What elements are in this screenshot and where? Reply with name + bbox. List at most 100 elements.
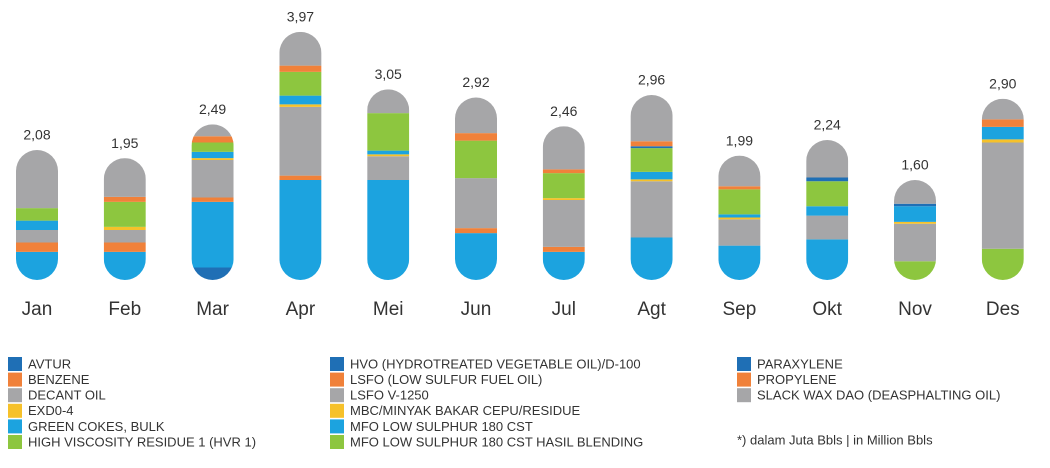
bar-segment — [718, 214, 761, 218]
bar-segment — [718, 219, 761, 246]
bar-segment — [630, 141, 673, 147]
bar-segment — [718, 186, 761, 190]
bar-segment — [367, 89, 410, 114]
bar-segment — [455, 133, 497, 141]
x-tick-label: Jun — [461, 299, 492, 320]
x-tick-label: Mei — [373, 299, 404, 320]
bar-segment — [542, 251, 585, 280]
bar-segment — [630, 148, 673, 172]
bar-segment — [981, 126, 1024, 140]
legend-label: DECANT OIL — [28, 388, 106, 403]
bar-group — [191, 124, 234, 280]
total-label: 2,46 — [550, 103, 577, 119]
total-label: 2,49 — [199, 101, 226, 117]
legend-label: GREEN COKES, BULK — [28, 419, 165, 434]
bar-segment — [718, 245, 761, 280]
bar-segment — [630, 181, 673, 238]
bar-segment — [894, 261, 936, 280]
bar-segment — [367, 156, 410, 180]
bar-segment — [455, 97, 497, 134]
total-label: 2,08 — [23, 127, 50, 143]
total-label: 3,97 — [287, 9, 314, 25]
legend-label: EXD0-4 — [28, 403, 74, 418]
bar-segment — [191, 142, 234, 152]
bar-group — [894, 180, 936, 280]
legend-swatch — [737, 372, 751, 387]
bar-segment — [981, 98, 1024, 120]
x-tick-label: Nov — [898, 299, 932, 320]
x-tick-label: Feb — [108, 299, 141, 320]
legend-swatch — [8, 403, 22, 418]
bar-segment — [806, 140, 849, 178]
bar-group — [16, 150, 58, 280]
bar-segment — [279, 31, 322, 66]
bar-segment — [103, 242, 146, 252]
bar-segment — [806, 215, 849, 240]
bar-segment — [806, 206, 849, 216]
bar-segment — [191, 124, 234, 137]
note: *) dalam Juta Bbls | in Million Bbls — [737, 432, 933, 447]
legend-swatch — [330, 357, 344, 371]
bar-group — [367, 89, 410, 280]
bar-segment — [718, 217, 761, 220]
bar-segment — [455, 178, 497, 229]
bar-segment — [279, 65, 322, 72]
legend-swatch — [330, 403, 344, 418]
bar-group — [630, 95, 673, 280]
legend-swatch — [8, 388, 22, 403]
total-label: 2,96 — [638, 72, 665, 88]
legend-label: MFO LOW SULPHUR 180 CST HASIL BLENDING — [350, 434, 643, 449]
legend-label: MFO LOW SULPHUR 180 CST — [350, 419, 533, 434]
bar-segment — [191, 136, 234, 143]
legend-label: LSFO V-1250 — [350, 388, 429, 403]
legend-label: HIGH VISCOSITY RESIDUE 1 (HVR 1) — [28, 434, 256, 449]
bar-segment — [191, 158, 234, 160]
total-label: 1,95 — [111, 135, 138, 151]
bar-segment — [894, 203, 936, 207]
bar-segment — [894, 221, 936, 224]
bar-segment — [718, 189, 761, 215]
bar-segment — [894, 223, 936, 262]
total-label: 2,92 — [462, 74, 489, 90]
bar-segment — [542, 126, 585, 170]
total-label: 1,99 — [726, 132, 753, 148]
total-label: 1,60 — [901, 157, 928, 173]
bar-segment — [981, 139, 1024, 143]
bar-segment — [279, 106, 322, 176]
bar-segment — [542, 200, 585, 247]
x-tick-label: Okt — [812, 299, 842, 320]
bar-group — [455, 97, 497, 280]
bar-segment — [191, 201, 234, 268]
x-tick-label: Des — [986, 299, 1020, 320]
x-tick-label: Jan — [22, 299, 53, 320]
total-label: 2,90 — [989, 75, 1016, 91]
legend-swatch — [330, 372, 344, 387]
bar-segment — [367, 150, 410, 155]
bar-segment — [630, 179, 673, 182]
bar-segment — [894, 180, 936, 204]
total-label: 3,05 — [375, 66, 402, 82]
bar-segment — [542, 173, 585, 199]
bar-segment — [455, 228, 497, 234]
legend-label: AVTUR — [28, 356, 71, 371]
legend-label: HVO (HYDROTREATED VEGETABLE OIL)/D-100 — [350, 356, 641, 371]
legend-label: LSFO (LOW SULFUR FUEL OIL) — [350, 372, 542, 387]
bar-segment — [367, 180, 410, 280]
bar-segment — [103, 158, 146, 197]
legend-label: PARAXYLENE — [757, 356, 843, 371]
bar-segment — [103, 251, 146, 280]
legend-label: BENZENE — [28, 372, 90, 387]
bar-segment — [279, 71, 322, 96]
legend-swatch — [330, 419, 344, 434]
legend-swatch — [330, 435, 344, 449]
bar-segment — [103, 226, 146, 230]
bar-segment — [806, 239, 849, 280]
bar-segment — [16, 242, 58, 252]
bar-segment — [367, 154, 410, 157]
bar-segment — [542, 169, 585, 174]
legend-swatch — [737, 357, 751, 371]
legend-label: PROPYLENE — [757, 372, 837, 387]
bar-group — [279, 31, 322, 280]
bar-segment — [718, 155, 761, 187]
